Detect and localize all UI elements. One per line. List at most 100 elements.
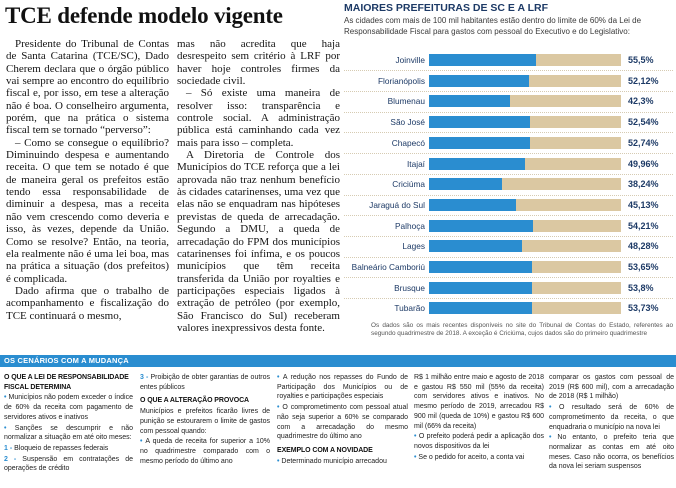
chart-row-separator <box>344 256 673 258</box>
chart-category-label: Palhoça <box>395 220 425 231</box>
chart-bar-track <box>429 157 621 170</box>
chart-data-label: 42,3% <box>628 96 654 107</box>
intro-text: Municípios e prefeitos ficarão livres de… <box>140 408 270 435</box>
article-paragraph: mas não acredita que haja desrespeito se… <box>177 38 340 88</box>
chart-data-label: 52,12% <box>628 75 659 86</box>
chart-row: Blumenau 42,3% <box>344 95 673 108</box>
sanction-number: 1 - <box>4 444 13 452</box>
chart-category-label: Brusque <box>394 282 425 293</box>
chart-bar <box>429 74 530 87</box>
sanction-text: Suspensão em contratações de operações d… <box>4 455 133 473</box>
section-heading: O QUE A ALTERAÇÃO PROVOCA <box>140 397 249 405</box>
chart-row: São José 52,54% <box>344 116 673 129</box>
chart-bar-track <box>429 198 621 211</box>
scenario-column-5: comparar os gastos com pessoal de 2019 (… <box>549 373 674 488</box>
chart-category-label: Itajaí <box>407 158 425 169</box>
chart-bar-track <box>429 116 621 129</box>
chart-plot-area: Joinville 55,5% Florianópolis 52,12% Blumena… <box>344 0 673 320</box>
chart-bar <box>429 302 533 315</box>
bullet-item: Sanções se descumprir e não normalizar a… <box>4 424 133 443</box>
chart-category-label: São José <box>390 117 425 128</box>
chart-bar-track <box>429 95 621 108</box>
chart-row-separator <box>344 194 673 196</box>
chart-row-separator <box>344 153 673 155</box>
continued-text: comparar os gastos com pessoal de 2019 (… <box>549 374 674 401</box>
chart-row-separator <box>344 70 673 72</box>
chart-row: Florianópolis 52,12% <box>344 74 673 87</box>
chart-bar <box>429 219 534 232</box>
chart-bar <box>429 116 530 129</box>
chart-row: Lages 48,28% <box>344 240 673 253</box>
chart-bar-track <box>429 54 621 66</box>
chart-row-separator <box>344 215 673 217</box>
chart-category-label: Joinville <box>395 55 425 65</box>
scenario-column-3: A redução nos repasses do Fundo de Parti… <box>277 373 408 488</box>
chart-bar <box>429 95 511 108</box>
bullet-item: A queda de receita for superior a 10% no… <box>140 437 270 466</box>
chart-category-label: Lages <box>402 241 425 252</box>
chart-data-label: 52,54% <box>628 117 659 128</box>
section-heading: O QUE A LEI DE RESPONSABILIDADE FISCAL D… <box>4 374 129 391</box>
chart-bar <box>429 157 525 170</box>
chart-row: Joinville 55,5% <box>344 54 673 66</box>
chart-category-label: Jaraguá do Sul <box>369 199 425 210</box>
chart-bar <box>429 178 503 191</box>
chart-category-label: Florianópolis <box>377 75 425 86</box>
chart-bar <box>429 54 536 66</box>
bar-chart: MAIORES PREFEITURAS DE SC E A LRF As cid… <box>344 0 673 350</box>
sanction-item: 3 - Proibição de obter garantias de outr… <box>140 373 270 392</box>
chart-row: Brusque 53,8% <box>344 281 673 294</box>
chart-data-label: 45,13% <box>628 199 659 210</box>
bullet-item: No entanto, o prefeito teria que normali… <box>549 433 674 472</box>
chart-row-separator <box>344 298 673 299</box>
bullet-item: O prefeito poderá pedir a aplicação dos … <box>414 432 544 451</box>
chart-footnote: Os dados são os mais recentes disponívei… <box>371 322 673 338</box>
chart-row: Itajaí 49,96% <box>344 157 673 170</box>
bullet-item: Se o pedido for aceito, a conta vai <box>414 453 544 463</box>
article-paragraph: – Como se consegue o equilíbrio? Diminui… <box>6 136 169 285</box>
article-column-2: mas não acredita que haja desrespeito se… <box>177 38 340 351</box>
article-paragraph: – Só existe uma maneira de resolver isso… <box>177 87 340 149</box>
article-column-1: Presidente do Tribunal de Contas de Sant… <box>6 38 169 351</box>
continued-text: R$ 1 milhão entre maio e agosto de 2018 … <box>414 374 544 430</box>
chart-data-label: 48,28% <box>628 241 659 252</box>
bullet-item: O comprometimento com pessoal atual não … <box>277 403 408 442</box>
chart-category-label: Balneário Camboriú <box>351 262 425 272</box>
chart-row: Tubarão 53,73% <box>344 302 673 315</box>
chart-row: Chapecó 52,74% <box>344 136 673 149</box>
bullet-item: O resultado será de 60% de comprometimen… <box>549 403 674 432</box>
bullet-item: A redução nos repasses do Fundo de Parti… <box>277 373 408 402</box>
scenario-column-4: R$ 1 milhão entre maio e agosto de 2018 … <box>414 373 544 488</box>
chart-bar <box>429 281 533 294</box>
chart-data-label: 52,74% <box>628 137 659 148</box>
chart-bar-track <box>429 261 621 273</box>
chart-bar-track <box>429 74 621 87</box>
scenario-column-2: 3 - Proibição de obter garantias de outr… <box>140 373 270 488</box>
sanction-item: 1 - Bloqueio de repasses federais <box>4 444 133 454</box>
article-paragraph: Dado afirma que o trabalho de acompanham… <box>6 284 169 322</box>
chart-row-separator <box>344 111 673 113</box>
article-paragraph: Presidente do Tribunal de Contas de Sant… <box>6 38 169 137</box>
chart-row-separator <box>344 173 673 175</box>
sanction-text: Proibição de obter garantias de outros e… <box>140 374 270 391</box>
chart-category-label: Blumenau <box>387 96 425 107</box>
chart-data-label: 53,73% <box>628 303 659 314</box>
chart-data-label: 53,8% <box>628 282 654 293</box>
sanction-text: Bloqueio de repasses federais <box>14 444 109 452</box>
article-paragraph: A Diretoria de Controle dos Municípios d… <box>177 149 340 334</box>
chart-row-separator <box>344 235 673 237</box>
scenario-column-1: O QUE A LEI DE RESPONSABILIDADE FISCAL D… <box>4 373 133 488</box>
chart-bar-track <box>429 240 621 253</box>
section-heading: EXEMPLO COM A NOVIDADE <box>277 446 373 454</box>
chart-subtitle: As cidades com mais de 100 mil habitante… <box>344 16 642 36</box>
chart-bar-track <box>429 178 621 191</box>
chart-bar-track <box>429 136 621 149</box>
bullet-item: Determinado município arrecadou <box>277 457 408 467</box>
bullet-item: Municípios não podem exceder o índice de… <box>4 393 133 422</box>
chart-category-label: Chapecó <box>391 137 425 148</box>
chart-data-label: 54,21% <box>628 220 659 231</box>
chart-row-separator <box>344 277 673 279</box>
chart-bar <box>429 261 532 273</box>
sanction-number: 2 - <box>4 455 17 463</box>
chart-bar-track <box>429 281 621 294</box>
